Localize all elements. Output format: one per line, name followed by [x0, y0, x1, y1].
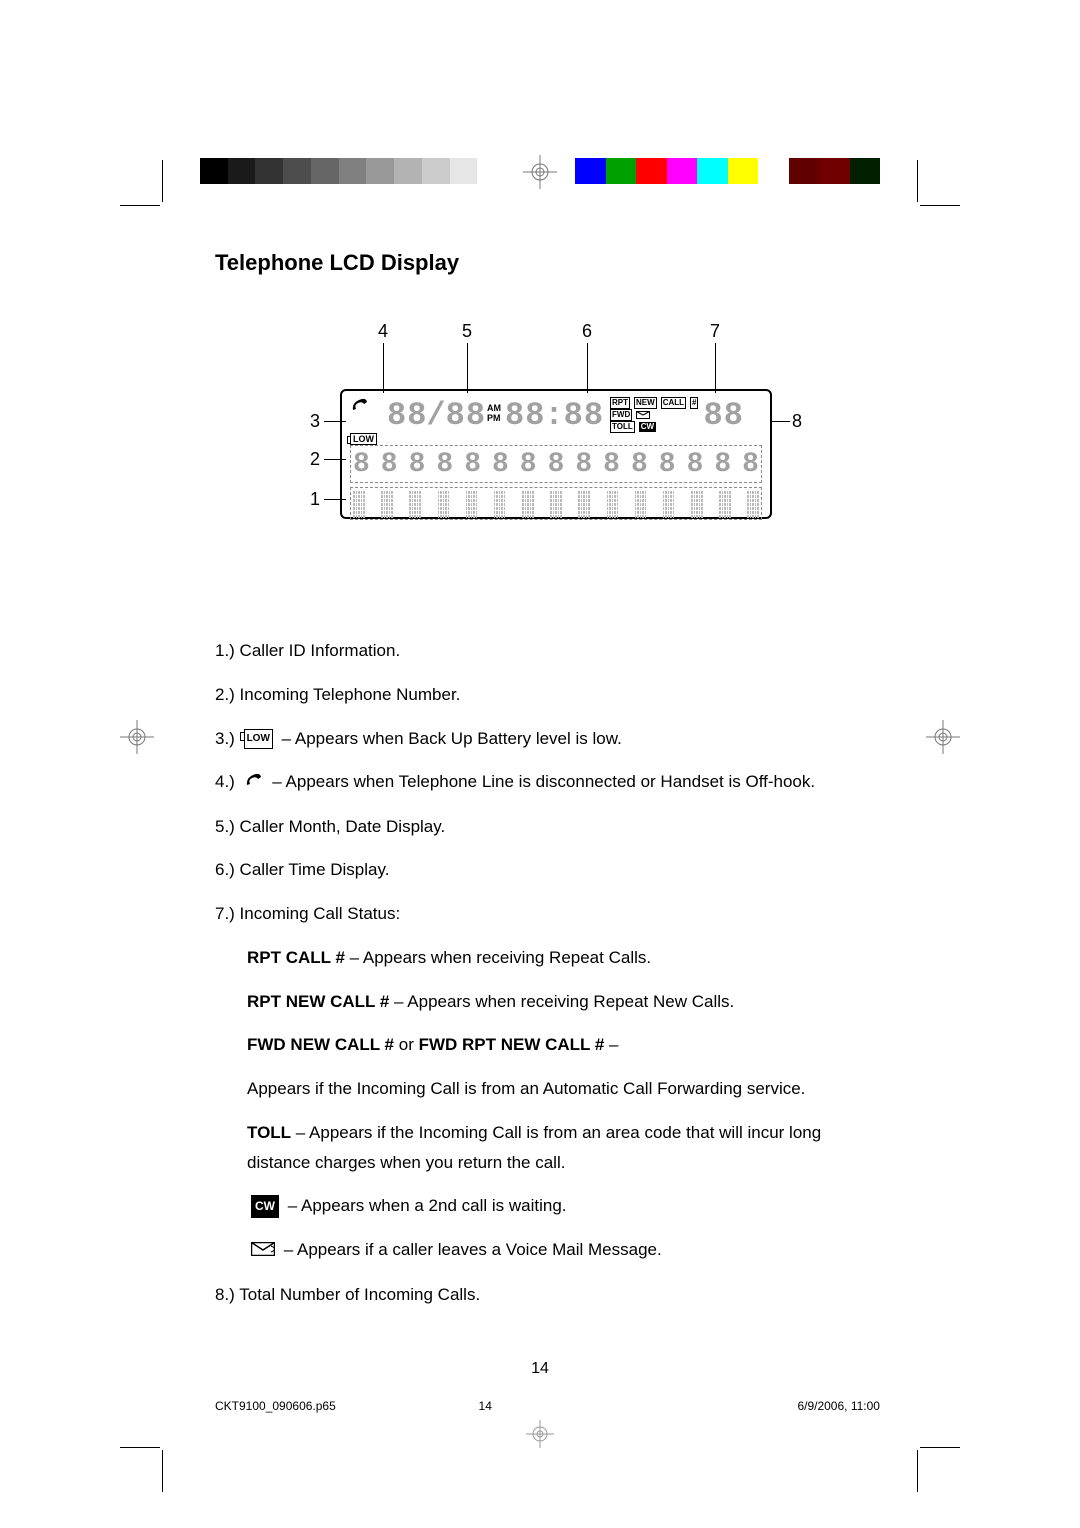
callout-label: 4	[378, 321, 388, 342]
crop-mark	[120, 1447, 160, 1448]
description-list: 1.) Caller ID Information. 2.) Incoming …	[215, 636, 885, 1309]
crop-mark	[162, 160, 163, 202]
status-indicators: RPTNEWCALL# FWD TOLLCW	[609, 397, 698, 433]
callout-label: 7	[710, 321, 720, 342]
page-title: Telephone LCD Display	[215, 250, 885, 276]
list-subitem: FWD NEW CALL # or FWD RPT NEW CALL # –	[215, 1030, 885, 1060]
ampm-display: AMPM	[487, 403, 501, 423]
crop-mark	[920, 205, 960, 206]
registration-mark-icon	[523, 155, 557, 194]
time-display: 88:88	[504, 397, 603, 434]
content-area: Telephone LCD Display 4 5 6 7 3 2 1	[215, 250, 885, 1323]
footer-filename: CKT9100_090606.p65	[215, 1399, 336, 1413]
callout-label: 3	[310, 411, 320, 432]
cw-icon: CW	[251, 1195, 279, 1218]
crop-mark	[162, 1450, 163, 1492]
footer-datetime: 6/9/2006, 11:00	[797, 1399, 880, 1413]
caller-id-row	[350, 487, 762, 520]
callout-label: 2	[310, 449, 320, 470]
handset-icon	[244, 768, 264, 798]
list-item: 8.) Total Number of Incoming Calls.	[215, 1280, 885, 1310]
list-item: 5.) Caller Month, Date Display.	[215, 812, 885, 842]
page-number: 14	[531, 1360, 549, 1378]
callout-label: 8	[792, 411, 802, 432]
envelope-icon	[636, 411, 650, 419]
list-subitem: – Appears if a caller leaves a Voice Mai…	[215, 1235, 885, 1265]
crop-mark	[917, 160, 918, 202]
list-item: 6.) Caller Time Display.	[215, 855, 885, 885]
list-subitem: CW – Appears when a 2nd call is waiting.	[215, 1191, 885, 1221]
low-battery-icon: LOW	[350, 433, 377, 445]
list-item: 4.) – Appears when Telephone Line is dis…	[215, 767, 885, 797]
crop-mark	[120, 205, 160, 206]
list-item: 1.) Caller ID Information.	[215, 636, 885, 666]
list-subitem: RPT CALL # – Appears when receiving Repe…	[215, 943, 885, 973]
list-subitem: Appears if the Incoming Call is from an …	[215, 1074, 885, 1104]
crop-mark	[917, 1450, 918, 1492]
footer-page: 14	[479, 1399, 492, 1413]
list-item: 2.) Incoming Telephone Number.	[215, 680, 885, 710]
list-item: 7.) Incoming Call Status:	[215, 899, 885, 929]
registration-mark-icon	[926, 720, 960, 759]
lcd-diagram: 4 5 6 7 3 2 1 8	[270, 321, 830, 581]
call-count-display: 88	[702, 397, 742, 434]
list-subitem: RPT NEW CALL # – Appears when receiving …	[215, 987, 885, 1017]
envelope-icon	[251, 1236, 275, 1266]
page: Telephone LCD Display 4 5 6 7 3 2 1	[0, 0, 1080, 1528]
low-battery-icon: LOW	[244, 729, 273, 749]
date-display: 88/88	[386, 397, 485, 434]
handset-icon	[350, 397, 370, 413]
phone-number-row: 888888888888888	[350, 445, 762, 483]
callout-label: 6	[582, 321, 592, 342]
registration-mark-icon	[526, 1420, 554, 1453]
callout-label: 5	[462, 321, 472, 342]
list-subitem: TOLL – Appears if the Incoming Call is f…	[215, 1118, 885, 1178]
footer: CKT9100_090606.p65 14 6/9/2006, 11:00	[215, 1399, 880, 1413]
callout-label: 1	[310, 489, 320, 510]
crop-mark	[920, 1447, 960, 1448]
lcd-frame: LOW 88/88 AMPM 88:88 RPTNEWCALL#	[340, 389, 772, 519]
list-item: 3.) LOW – Appears when Back Up Battery l…	[215, 724, 885, 754]
registration-mark-icon	[120, 720, 154, 759]
